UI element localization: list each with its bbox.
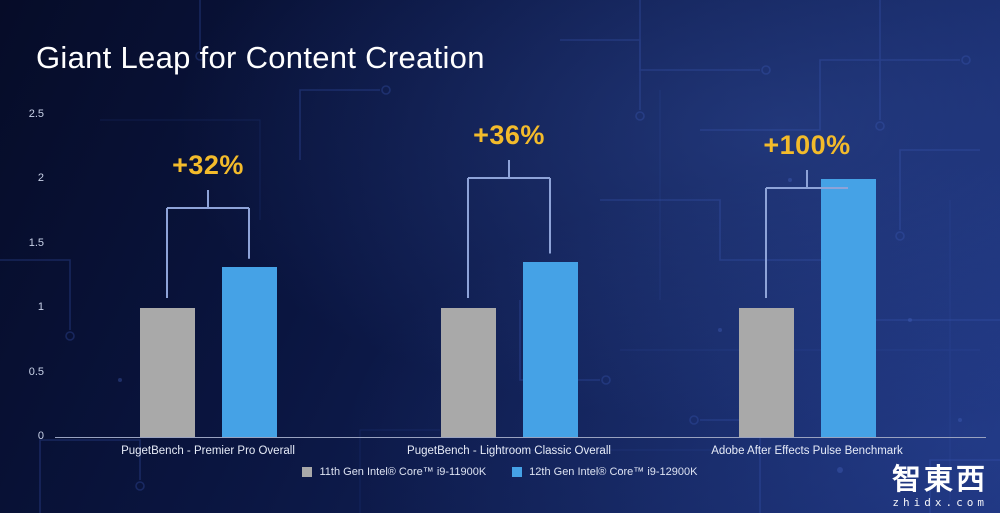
bar-12th-gen (820, 179, 876, 437)
legend-swatch-blue (512, 467, 523, 477)
y-axis-tick-label: 2.5 (28, 107, 44, 120)
y-axis-tick-label: 0 (37, 430, 44, 442)
y-axis-tick-label: 2 (37, 172, 44, 184)
legend-label: 11th Gen Intel® Core™ i9-11900K (319, 466, 487, 478)
watermark: 智東西 zhidx.com (891, 462, 988, 510)
legend-item-11th-gen: 11th Gen Intel® Core™ i9-11900K (302, 466, 486, 478)
legend-label: 12th Gen Intel® Core™ i9-12900K (529, 466, 698, 478)
watermark-url: zhidx.com (892, 496, 988, 509)
percent-gain-annotation: +36% (473, 120, 545, 150)
x-axis-line (55, 437, 986, 438)
page-title: Giant Leap for Content Creation (36, 40, 485, 75)
category-label: Adobe After Effects Pulse Benchmark (711, 445, 903, 457)
y-axis-tick-label: 0.5 (28, 365, 44, 378)
y-axis-tick-label: 1.5 (28, 236, 44, 249)
bar-12th-gen (221, 266, 277, 437)
bar-11th-gen (139, 308, 195, 437)
legend-swatch-gray (302, 467, 313, 477)
percent-gain-annotation: +32% (172, 150, 244, 180)
chart-legend: 11th Gen Intel® Core™ i9-11900K 12th Gen… (0, 466, 1000, 478)
bar-12th-gen (522, 261, 578, 437)
category-label: PugetBench - Lightroom Classic Overall (407, 445, 611, 457)
legend-item-12th-gen: 12th Gen Intel® Core™ i9-12900K (512, 466, 698, 478)
watermark-logo: 智東西 (891, 462, 988, 496)
bar-11th-gen (440, 308, 496, 437)
y-axis-tick-label: 1 (37, 301, 44, 313)
percent-gain-annotation: +100% (763, 130, 851, 160)
bar-11th-gen (738, 308, 794, 437)
category-label: PugetBench - Premier Pro Overall (121, 445, 295, 457)
